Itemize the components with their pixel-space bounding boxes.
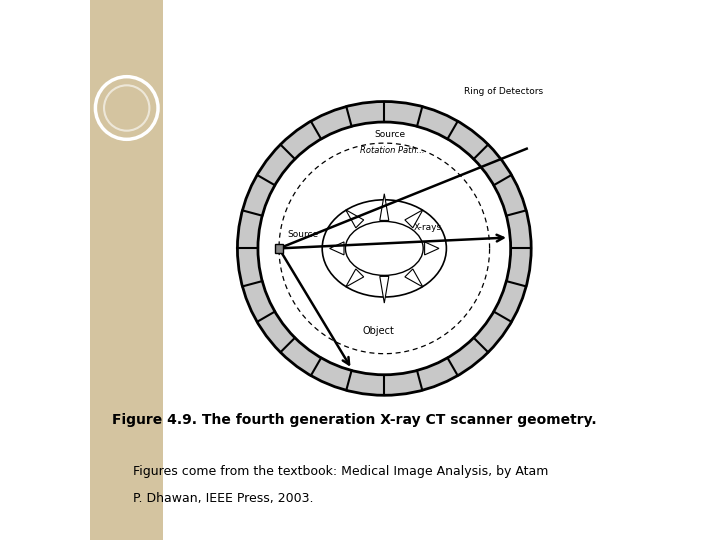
Text: P. Dhawan, IEEE Press, 2003.: P. Dhawan, IEEE Press, 2003. [133,492,314,505]
Ellipse shape [346,221,423,275]
Polygon shape [405,210,423,228]
Circle shape [258,122,510,375]
Polygon shape [379,194,389,220]
Text: Figures come from the textbook: Medical Image Analysis, by Atam: Figures come from the textbook: Medical … [133,465,549,478]
Polygon shape [330,242,344,255]
Text: Source: Source [374,130,405,139]
Bar [163,0,630,540]
Polygon shape [405,269,423,287]
Text: Ring of Detectors: Ring of Detectors [464,87,543,96]
Text: Figure 4.9. The fourth generation X-ray CT scanner geometry.: Figure 4.9. The fourth generation X-ray … [112,413,596,427]
Text: Object: Object [363,326,395,336]
Text: Source: Source [287,230,318,239]
Circle shape [104,85,150,131]
Bar [275,244,284,253]
Text: X-rays: X-rays [414,223,442,232]
Polygon shape [425,242,439,255]
Circle shape [238,102,531,395]
Ellipse shape [323,200,446,297]
Polygon shape [346,210,364,228]
Polygon shape [346,269,364,287]
Bar [90,0,163,540]
Polygon shape [379,276,389,303]
Text: Rotation Path...: Rotation Path... [360,146,425,155]
